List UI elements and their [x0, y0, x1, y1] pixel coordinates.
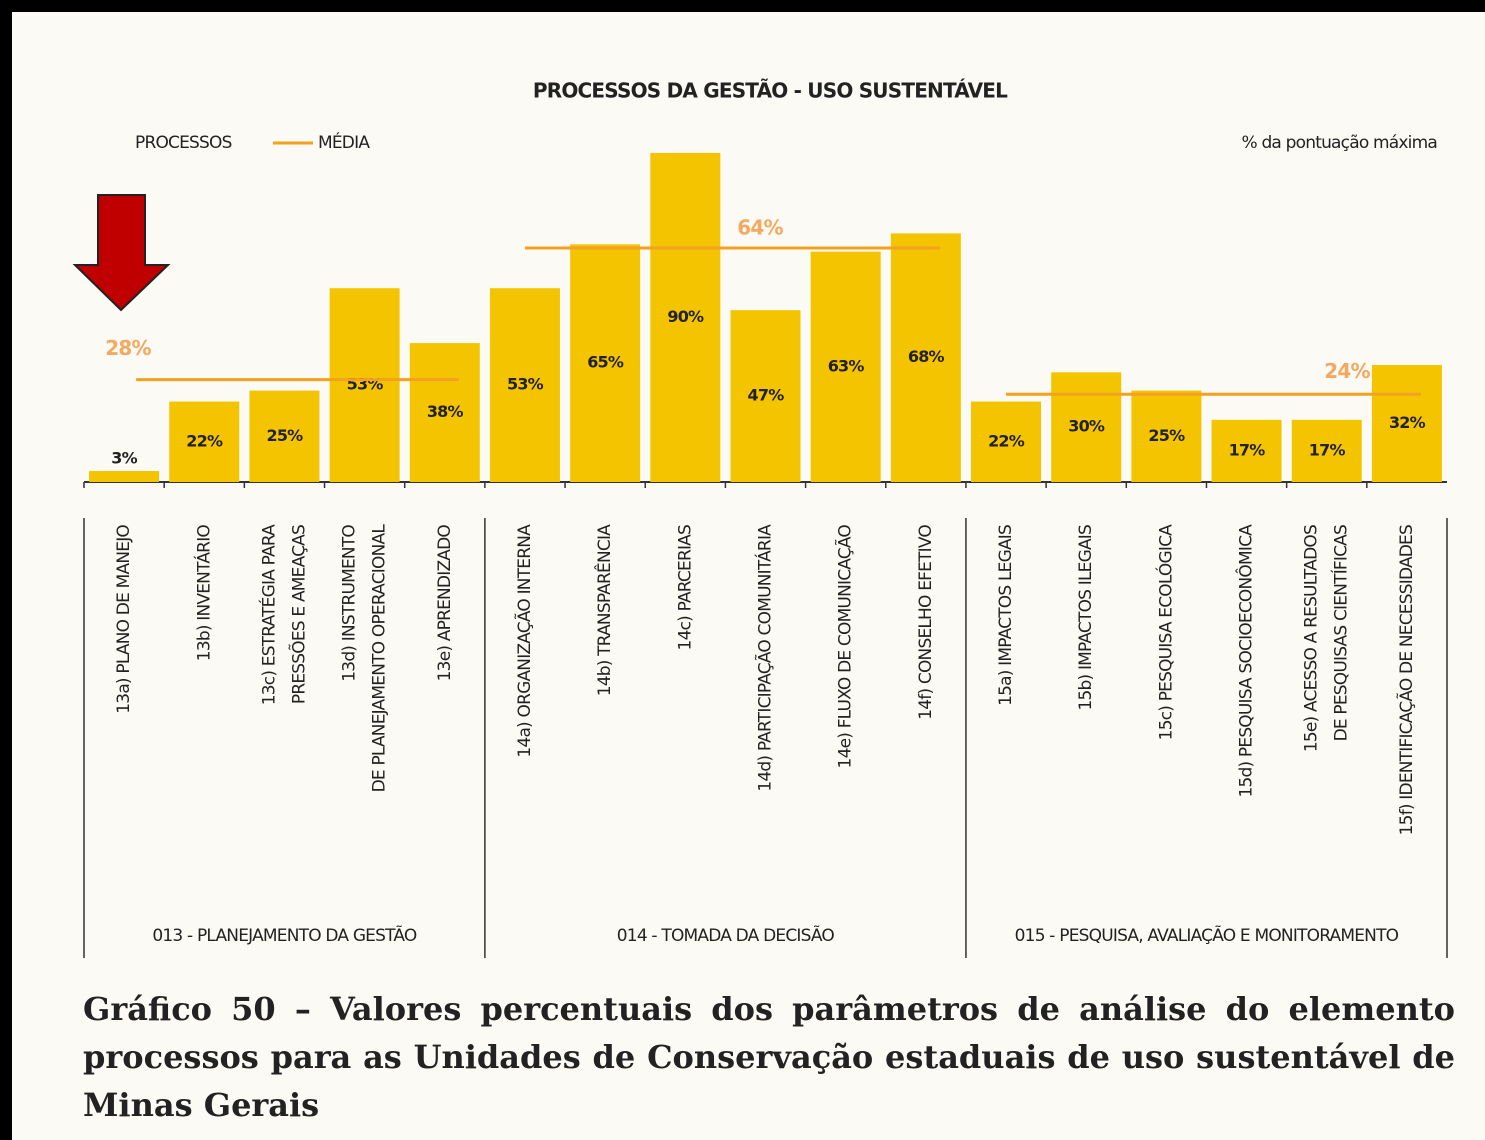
y-axis-label: % da pontuação máxima — [1241, 133, 1437, 153]
bar — [1051, 372, 1122, 482]
frame — [12, 12, 1485, 1140]
bar — [409, 343, 480, 482]
x-tick-label: 13a) PLANO DE MANEJO — [114, 525, 134, 714]
bar — [1211, 419, 1282, 482]
value-label: 38% — [427, 402, 464, 421]
value-label: 90% — [667, 307, 704, 326]
value-label: 25% — [266, 426, 303, 445]
value-label: 47% — [748, 386, 785, 405]
value-label: 53% — [347, 375, 384, 394]
value-label: 22% — [988, 431, 1025, 450]
x-tick-label: 14b) TRANSPARÊNCIA — [593, 524, 615, 696]
value-label: 32% — [1389, 413, 1426, 432]
bar — [1131, 390, 1202, 482]
x-tick-label: 15c) PESQUISA ECOLÓGICA — [1154, 524, 1176, 740]
x-tick-label: 13e) APRENDIZADO — [435, 525, 455, 682]
bar — [971, 401, 1042, 482]
x-tick-label: 14d) PARTICIPAÇÃO COMUNITÁRIA — [754, 524, 776, 792]
value-label: 17% — [1229, 440, 1266, 459]
bar — [169, 401, 240, 482]
bar — [570, 244, 641, 482]
x-tick-label: 14f) CONSELHO EFETIVO — [916, 525, 936, 720]
x-tick-label: 15b) IMPACTOS ILEGAIS — [1076, 525, 1096, 711]
x-tick-label: 15e) ACESSO A RESULTADOS DE PESQUISAS CIE… — [1302, 525, 1352, 752]
mean-label: 24% — [1324, 359, 1370, 383]
x-tick-label: 14c) PARCERIAS — [675, 525, 695, 650]
group-label: 014 - TOMADA DA DECISÃO — [617, 924, 835, 946]
value-label: 30% — [1068, 417, 1105, 436]
bar — [249, 390, 320, 482]
bar — [810, 251, 881, 482]
bar — [650, 152, 721, 482]
x-tick-label: 13c) ESTRATÉGIA PARA PRESSÕES E AMEAÇAS — [257, 524, 309, 705]
mean-label: 28% — [105, 336, 151, 360]
caption: Gráfico 50 – Valores percentuais dos par… — [83, 990, 1455, 1124]
value-label: 63% — [828, 356, 865, 375]
legend-label: MÉDIA — [318, 131, 370, 153]
x-tick-label: 14a) ORGANIZAÇÃO INTERNA — [513, 524, 535, 758]
value-label: 68% — [908, 347, 945, 366]
bar — [489, 288, 560, 482]
mean-label: 64% — [737, 216, 783, 240]
bar — [329, 288, 400, 482]
arrow — [72, 194, 171, 312]
x-tick-label: 15f) IDENTIFICAÇÃO DE NECESSIDADES — [1395, 525, 1417, 835]
x-tick-label: 13d) INSTRUMENTO DE PLANEJAMENTO OPERACIO… — [340, 524, 390, 793]
x-tick-label: 15a) IMPACTOS LEGAIS — [996, 525, 1016, 706]
value-label: 53% — [507, 375, 544, 394]
value-label: 65% — [587, 353, 624, 372]
value-label: 22% — [186, 431, 223, 450]
group-label: 015 - PESQUISA, AVALIAÇÃO E MONITORAMENT… — [1015, 924, 1399, 946]
bar — [89, 471, 160, 482]
value-label: 25% — [1148, 426, 1185, 445]
x-tick-label: 14e) FLUXO DE COMUNICAÇÃO — [834, 525, 856, 769]
x-tick-label: 13b) INVENTÁRIO — [192, 525, 214, 662]
value-label: 17% — [1309, 440, 1346, 459]
value-label: 3% — [111, 449, 137, 468]
x-tick-label: 15d) PESQUISA SOCIOECONÔMICA — [1235, 524, 1257, 798]
bar — [1371, 365, 1442, 482]
chart-title: PROCESSOS DA GESTÃO - USO SUSTENTÁVEL — [533, 79, 1008, 103]
group-label: 013 - PLANEJAMENTO DA GESTÃO — [152, 924, 417, 946]
bar — [890, 233, 961, 482]
legend-label: PROCESSOS — [135, 133, 232, 153]
bar — [1291, 419, 1362, 482]
bar — [730, 310, 801, 482]
